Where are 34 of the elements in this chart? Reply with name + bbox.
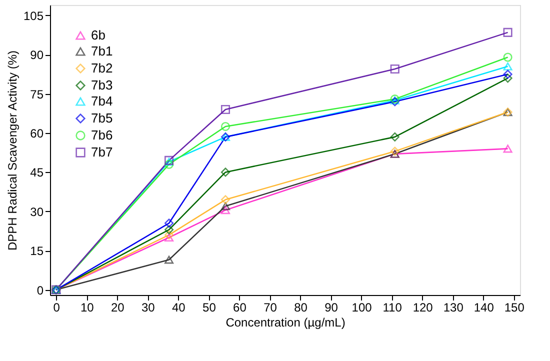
y-tick-label: 15 xyxy=(30,244,44,258)
x-tick-label: 100 xyxy=(352,300,372,314)
x-tick-label: 120 xyxy=(412,300,434,314)
legend-label: 7b2 xyxy=(91,60,113,76)
legend-label: 7b7 xyxy=(91,144,113,160)
x-tick-label: 80 xyxy=(294,300,308,314)
x-tick-label: 40 xyxy=(172,300,186,314)
y-tick-label: 105 xyxy=(23,8,44,23)
legend-label: 7b1 xyxy=(91,44,113,58)
y-tick-label: 30 xyxy=(30,204,44,219)
x-tick-label: 50 xyxy=(202,300,216,314)
x-tick-label: 110 xyxy=(382,300,402,314)
y-tick-label: 60 xyxy=(30,126,44,141)
legend-label: 7b3 xyxy=(91,78,113,92)
x-tick-label: 30 xyxy=(141,300,156,314)
legend-label: 7b4 xyxy=(91,94,113,108)
x-tick-label: 70 xyxy=(264,300,278,314)
x-tick-label: 150 xyxy=(504,300,525,314)
y-tick-label: 0 xyxy=(36,283,44,298)
legend-label: 7b6 xyxy=(91,128,113,142)
y-axis-title: DPPH Radical Scavenger Activity (%) xyxy=(5,50,20,251)
x-tick-label: 60 xyxy=(233,300,247,314)
legend-label: 7b5 xyxy=(91,110,113,126)
y-tick-label: 75 xyxy=(30,87,44,102)
x-tick-label: 20 xyxy=(110,300,125,314)
x-axis-title: Concentration (µg/mL) xyxy=(226,316,346,330)
y-tick-label: 45 xyxy=(30,166,44,180)
x-tick-label: 10 xyxy=(80,300,94,314)
legend-label: 6b xyxy=(91,28,106,42)
y-tick-label: 90 xyxy=(30,48,44,62)
x-tick-label: 90 xyxy=(324,300,338,314)
x-tick-label: 0 xyxy=(53,300,60,314)
x-tick-label: 130 xyxy=(443,300,464,314)
x-tick-label: 140 xyxy=(474,300,494,314)
